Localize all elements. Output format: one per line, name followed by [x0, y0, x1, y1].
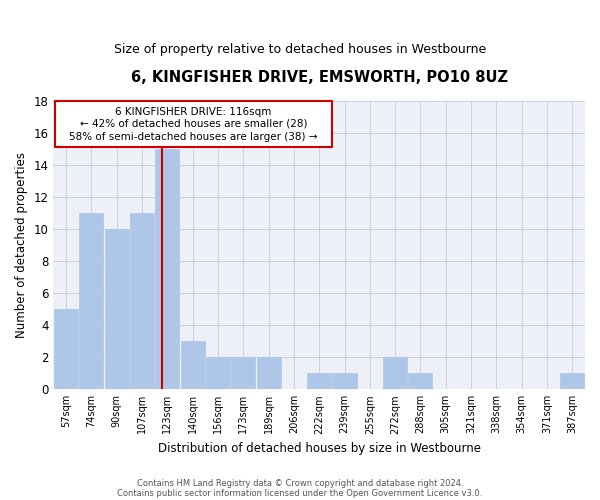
Bar	[54, 310, 78, 390]
Bar	[79, 214, 103, 390]
Bar	[104, 230, 129, 390]
Y-axis label: Number of detached properties: Number of detached properties	[15, 152, 28, 338]
Bar	[155, 150, 179, 390]
Bar	[307, 374, 331, 390]
Bar	[560, 374, 584, 390]
Text: 6 KINGFISHER DRIVE: 116sqm: 6 KINGFISHER DRIVE: 116sqm	[115, 107, 271, 117]
Bar	[257, 358, 281, 390]
Text: Contains HM Land Registry data © Crown copyright and database right 2024.: Contains HM Land Registry data © Crown c…	[137, 478, 463, 488]
Bar	[181, 342, 205, 390]
Bar	[409, 374, 433, 390]
Bar	[206, 358, 230, 390]
Bar	[332, 374, 356, 390]
Bar	[130, 214, 154, 390]
Text: Contains public sector information licensed under the Open Government Licence v3: Contains public sector information licen…	[118, 488, 482, 498]
Text: 58% of semi-detached houses are larger (38) →: 58% of semi-detached houses are larger (…	[69, 132, 317, 141]
Bar	[383, 358, 407, 390]
Bar	[231, 358, 255, 390]
Text: ← 42% of detached houses are smaller (28): ← 42% of detached houses are smaller (28…	[80, 119, 307, 129]
FancyBboxPatch shape	[55, 102, 332, 147]
Title: 6, KINGFISHER DRIVE, EMSWORTH, PO10 8UZ: 6, KINGFISHER DRIVE, EMSWORTH, PO10 8UZ	[131, 70, 508, 85]
Text: Size of property relative to detached houses in Westbourne: Size of property relative to detached ho…	[114, 42, 486, 56]
X-axis label: Distribution of detached houses by size in Westbourne: Distribution of detached houses by size …	[158, 442, 481, 455]
